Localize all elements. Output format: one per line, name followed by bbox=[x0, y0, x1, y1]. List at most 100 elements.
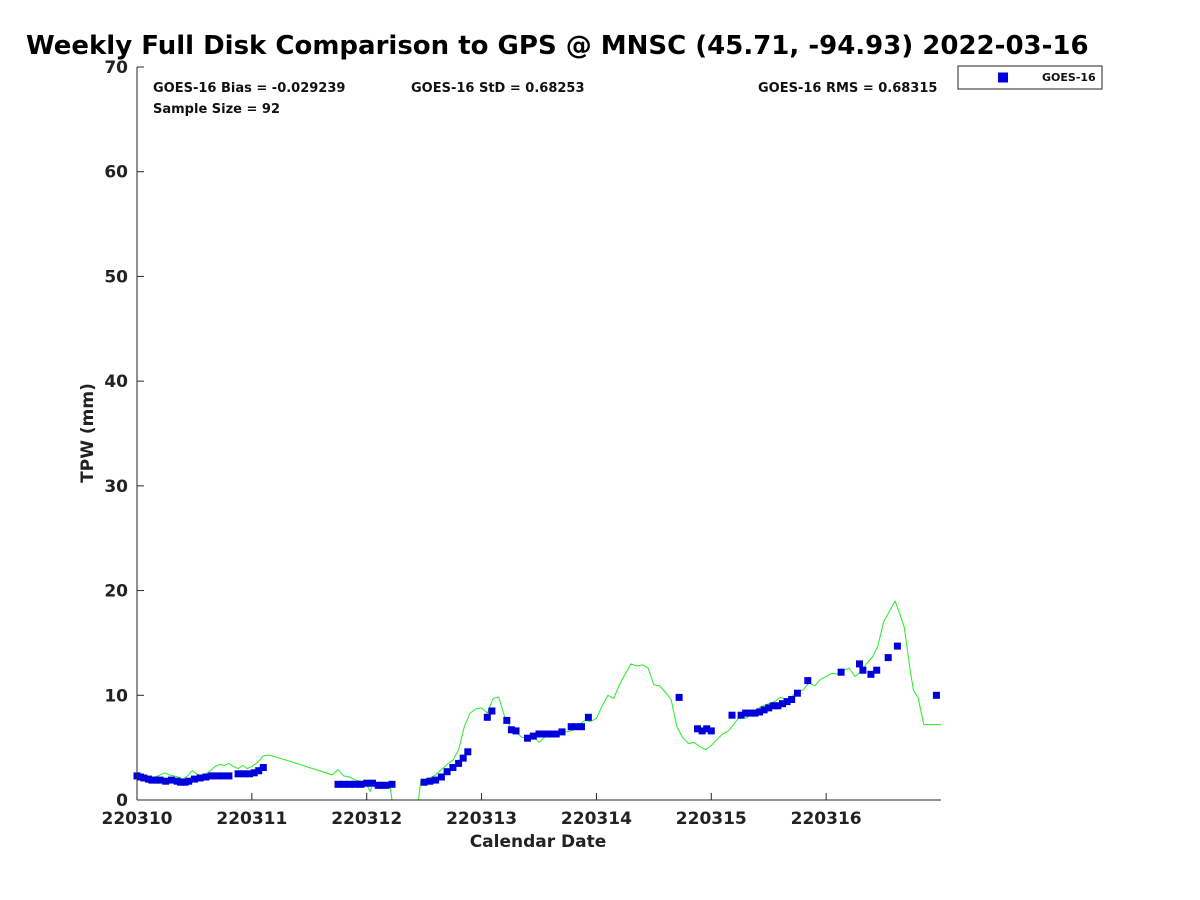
goes16-point bbox=[168, 776, 175, 784]
goes16-point bbox=[369, 779, 376, 787]
goes16-point bbox=[541, 730, 549, 738]
goes16-point bbox=[512, 727, 520, 735]
goes16-point bbox=[234, 770, 242, 778]
goes16-point bbox=[196, 774, 204, 782]
chart-title: Weekly Full Disk Comparison to GPS @ MNS… bbox=[26, 31, 1089, 61]
y-tick-label: 70 bbox=[104, 58, 128, 78]
goes16-point bbox=[742, 709, 750, 717]
goes16-point bbox=[694, 725, 701, 733]
goes16-point bbox=[432, 776, 440, 784]
sample-size-stat: Sample Size = 92 bbox=[153, 102, 280, 117]
goes16-point bbox=[351, 780, 359, 788]
y-tick-label: 10 bbox=[104, 686, 128, 706]
y-tick-label: 50 bbox=[104, 267, 128, 287]
goes16-point bbox=[255, 767, 263, 775]
goes16-point bbox=[363, 779, 371, 787]
goes16-point bbox=[751, 709, 759, 717]
goes16-point bbox=[707, 727, 715, 735]
goes16-point bbox=[240, 770, 248, 778]
goes16-point bbox=[867, 670, 875, 678]
goes16-point bbox=[382, 781, 390, 789]
bias-stat: GOES-16 Bias = -0.029239 bbox=[153, 81, 345, 96]
goes16-point bbox=[346, 780, 353, 788]
x-tick-label: 220312 bbox=[331, 809, 402, 829]
y-axis-label: TPW (mm) bbox=[78, 383, 98, 483]
goes16-point bbox=[340, 780, 348, 788]
goes16-point bbox=[378, 781, 386, 789]
goes16-point bbox=[202, 773, 210, 781]
x-tick-label: 220315 bbox=[676, 809, 747, 829]
goes16-point bbox=[213, 772, 221, 780]
x-axis-label: Calendar Date bbox=[470, 832, 607, 852]
goes16-point bbox=[459, 754, 467, 762]
x-tick-label: 220314 bbox=[561, 809, 632, 829]
goes16-point bbox=[455, 759, 463, 767]
goes16-point bbox=[728, 711, 736, 719]
goes16-point bbox=[737, 711, 745, 719]
goes16-point bbox=[746, 709, 754, 717]
goes16-point bbox=[783, 698, 791, 706]
goes16-point bbox=[190, 775, 198, 783]
y-ticks: 0 10 20 30 40 50 60 70 bbox=[104, 58, 144, 811]
goes16-point bbox=[437, 773, 445, 781]
goes16-point bbox=[698, 727, 706, 735]
goes16-point bbox=[507, 726, 515, 734]
goes16-point bbox=[675, 693, 683, 701]
legend: GOES-16 bbox=[957, 65, 1103, 90]
std-stat: GOES-16 StD = 0.68253 bbox=[411, 81, 585, 96]
goes16-point bbox=[837, 668, 845, 676]
goes16-point bbox=[567, 723, 575, 731]
goes16-point bbox=[703, 725, 711, 733]
goes16-point bbox=[547, 730, 554, 738]
goes16-point bbox=[788, 696, 796, 703]
goes16-point bbox=[449, 764, 457, 771]
goes16-point bbox=[443, 768, 451, 776]
rms-stat: GOES-16 RMS = 0.68315 bbox=[758, 81, 937, 96]
goes16-point bbox=[884, 654, 892, 662]
goes16-point bbox=[156, 776, 164, 784]
plot-area bbox=[137, 67, 941, 800]
goes16-point bbox=[185, 777, 193, 785]
goes16-point bbox=[932, 691, 940, 699]
goes16-point bbox=[388, 780, 396, 788]
goes16-point bbox=[208, 772, 216, 780]
goes16-point bbox=[893, 642, 901, 650]
goes16-point bbox=[259, 764, 267, 771]
goes16-point bbox=[572, 723, 580, 731]
legend-label-goes16: GOES-16 bbox=[1042, 71, 1096, 84]
legend-marker-goes16 bbox=[998, 72, 1008, 83]
goes16-point bbox=[859, 666, 867, 674]
goes16-point bbox=[584, 713, 592, 721]
goes16-point bbox=[488, 707, 496, 715]
goes16-point bbox=[578, 723, 585, 731]
goes16-point bbox=[177, 778, 185, 786]
x-tick-label: 220310 bbox=[102, 809, 173, 829]
goes16-point bbox=[334, 780, 342, 788]
goes16-point bbox=[357, 780, 365, 788]
goes16-point bbox=[856, 660, 863, 668]
goes16-point bbox=[464, 748, 472, 756]
x-tick-label: 220316 bbox=[791, 809, 862, 829]
goes16-point bbox=[774, 702, 782, 710]
goes16-point bbox=[765, 704, 773, 712]
x-ticks: 220310 220311 220312 220313 220314 220315 2203… bbox=[102, 793, 862, 829]
goes16-point bbox=[793, 689, 801, 697]
goes16-point bbox=[483, 713, 491, 721]
goes16-point bbox=[524, 734, 531, 742]
goes16-points bbox=[133, 642, 940, 789]
goes16-point bbox=[250, 769, 258, 777]
goes16-point bbox=[769, 702, 777, 710]
goes16-point bbox=[225, 772, 233, 780]
x-tick-label: 220311 bbox=[216, 809, 287, 829]
goes16-point bbox=[140, 774, 148, 782]
y-tick-label: 40 bbox=[104, 372, 128, 392]
legend-box bbox=[957, 65, 1103, 90]
goes16-point bbox=[529, 732, 537, 740]
y-tick-label: 60 bbox=[104, 163, 128, 183]
y-tick-label: 30 bbox=[104, 477, 128, 497]
goes16-point bbox=[420, 778, 428, 786]
goes16-point bbox=[760, 706, 768, 714]
goes16-point bbox=[756, 708, 763, 716]
x-tick-label: 220313 bbox=[446, 809, 517, 829]
